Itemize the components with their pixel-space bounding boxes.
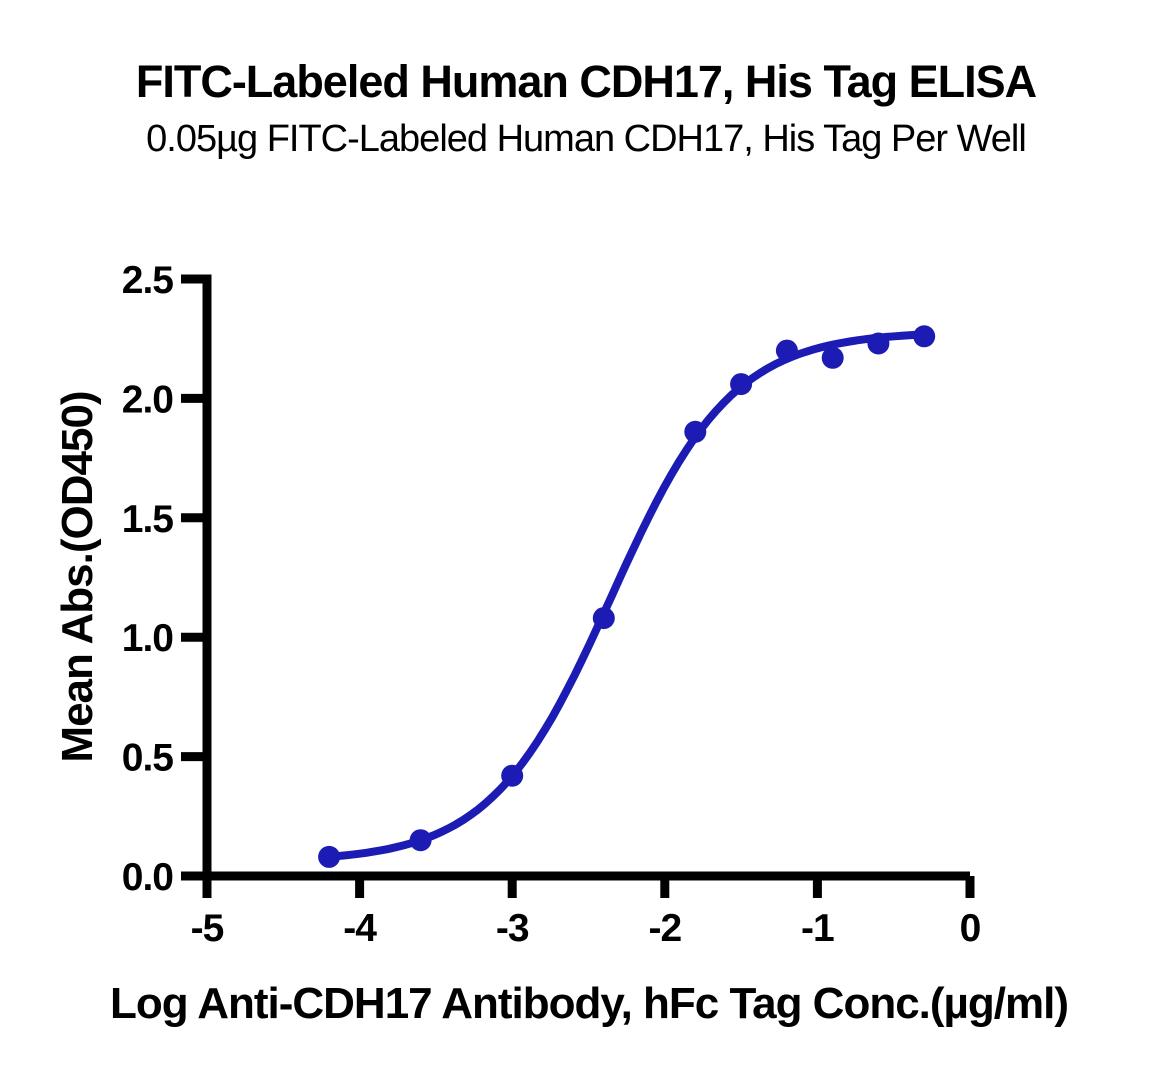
y-axis-label: Mean Abs.(OD450)	[53, 391, 102, 762]
chart-subtitle: 0.05µg FITC-Labeled Human CDH17, His Tag…	[146, 118, 1026, 160]
data-point-marker	[821, 346, 844, 369]
data-point-marker	[501, 764, 524, 787]
chart-title: FITC-Labeled Human CDH17, His Tag ELISA	[136, 56, 1037, 107]
x-tick-label: -5	[191, 907, 224, 950]
y-tick-label: 0.0	[122, 856, 174, 899]
data-point-marker	[592, 607, 615, 630]
y-tick-label: 0.5	[122, 737, 174, 780]
data-points	[318, 325, 936, 868]
y-tick-label: 2.5	[122, 259, 174, 302]
axes	[181, 274, 975, 898]
data-point-marker	[684, 420, 707, 443]
y-tick-label: 1.0	[122, 617, 174, 660]
x-tick-label: -2	[648, 907, 681, 950]
x-tick-label: 0	[960, 907, 981, 950]
fit-curve	[325, 330, 929, 861]
tick-labels: -5 -4 -3 -2 -1 0 0.0 0.5 1.0 1.5 2.0 2.5	[122, 259, 982, 950]
x-tick-label: -3	[496, 907, 529, 950]
data-point-marker	[318, 845, 341, 868]
dose-response-curve	[325, 330, 929, 861]
data-point-marker	[730, 373, 753, 396]
x-axis-label: Log Anti-CDH17 Antibody, hFc Tag Conc.(µ…	[110, 979, 1068, 1028]
data-point-marker	[913, 325, 936, 348]
x-tick-label: -1	[801, 907, 834, 950]
axis-spine	[202, 274, 970, 881]
x-tick-label: -4	[343, 907, 377, 950]
data-point-marker	[409, 829, 432, 852]
data-point-marker	[867, 332, 890, 355]
y-tick-label: 1.5	[122, 498, 174, 541]
y-tick-label: 2.0	[122, 378, 174, 421]
data-point-marker	[775, 339, 798, 362]
